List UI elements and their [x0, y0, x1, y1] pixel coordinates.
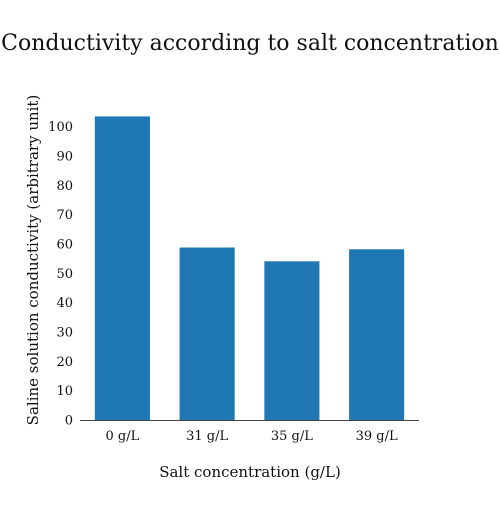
y-tick-label: 90	[56, 150, 73, 165]
y-tick-label: 80	[56, 179, 73, 194]
plot-area: 0 g/L 31 g/L 35 g/L 39 g/L 0 10 20 30 40 50 60 70 80…	[48, 116, 419, 444]
x-axis-title: Salt concentration (g/L)	[159, 463, 341, 481]
bar-1	[94, 116, 150, 421]
bar-3	[264, 261, 320, 420]
y-tick-label: 40	[56, 296, 73, 311]
bar-2	[179, 247, 235, 420]
x-tick-label: 0 g/L	[106, 429, 140, 444]
y-tick-label: 20	[56, 355, 73, 370]
y-tick-label: 50	[56, 267, 73, 282]
y-tick-label: 60	[56, 238, 73, 253]
y-tick-label: 30	[56, 326, 73, 341]
y-tick-label: 70	[56, 208, 73, 223]
y-tick-label: 10	[56, 384, 73, 399]
y-tick-label: 0	[65, 414, 73, 429]
chart-title: Conductivity according to salt concentra…	[1, 31, 499, 56]
x-tick-label: 35 g/L	[271, 429, 313, 444]
x-tick-label: 39 g/L	[356, 429, 398, 444]
x-tick-label: 31 g/L	[186, 429, 228, 444]
y-axis-title: Saline solution conductivity (arbitrary …	[24, 95, 42, 426]
y-tick-label: 100	[48, 120, 73, 135]
bar-4	[349, 249, 405, 420]
